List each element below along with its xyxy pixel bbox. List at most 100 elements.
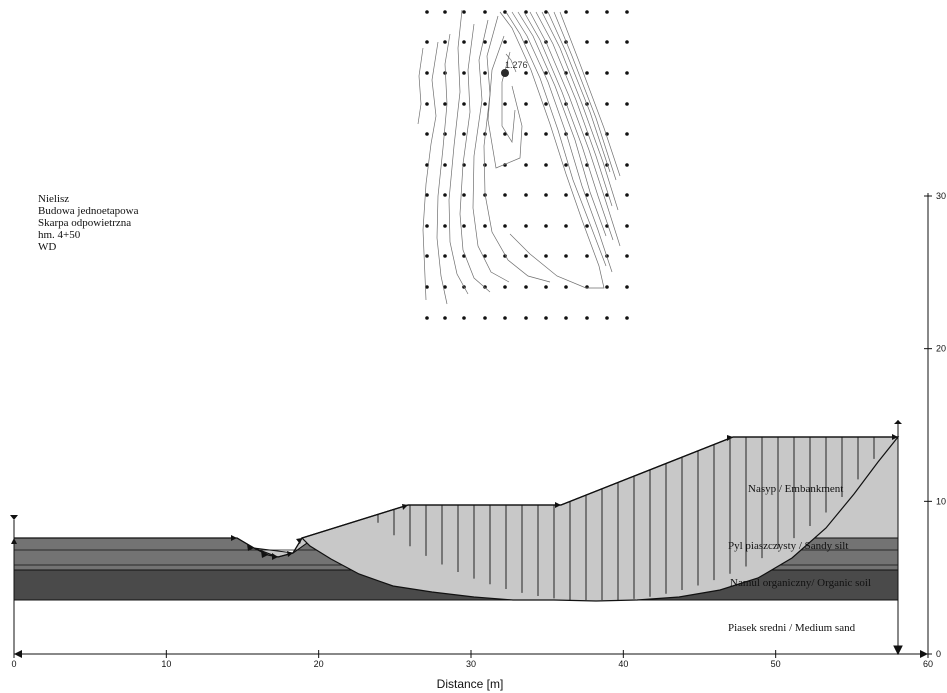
point-marker-icon: [892, 434, 898, 440]
grid-point: [625, 254, 629, 258]
grid-point: [605, 10, 609, 14]
grid-point: [503, 10, 507, 14]
grid-point: [544, 71, 548, 75]
grid-point: [425, 224, 429, 228]
grid-point: [605, 71, 609, 75]
grid-point: [564, 224, 568, 228]
grid-point: [503, 224, 507, 228]
y-tick-label: 0: [936, 649, 941, 659]
grid-point: [462, 40, 466, 44]
grid-point: [462, 132, 466, 136]
y-tick-label: 30: [936, 191, 946, 201]
grid-point: [605, 285, 609, 289]
grid-point: [443, 316, 447, 320]
grid-point: [443, 285, 447, 289]
x-tick-label: 60: [923, 659, 933, 669]
point-marker-icon: [555, 502, 561, 508]
grid-point: [462, 224, 466, 228]
point-marker-icon: [261, 551, 268, 558]
grid-point: [483, 10, 487, 14]
grid-point: [425, 132, 429, 136]
grid-point: [544, 163, 548, 167]
point-marker-icon: [287, 551, 293, 557]
grid-point: [443, 254, 447, 258]
x-tick-label: 0: [11, 659, 16, 669]
grid-point: [503, 285, 507, 289]
grid-point: [483, 163, 487, 167]
x-tick-label: 10: [161, 659, 171, 669]
grid-point: [503, 132, 507, 136]
critical-center-marker: [501, 69, 509, 77]
x-tick-label: 30: [466, 659, 476, 669]
grid-point: [625, 102, 629, 106]
grid-point: [443, 132, 447, 136]
grid-point: [503, 40, 507, 44]
grid-points: [425, 10, 629, 320]
axis-arrow-left-icon: [14, 650, 22, 658]
project-info-line: Budowa jednoetapowa: [38, 205, 139, 217]
grid-point: [503, 193, 507, 197]
grid-point: [524, 193, 528, 197]
slip-center-grid: 1.276: [417, 9, 629, 320]
grid-point: [625, 285, 629, 289]
point-marker-icon: [272, 553, 278, 560]
organic-soil-label: Namul organiczny/ Organic soil: [730, 577, 871, 589]
grid-point: [462, 10, 466, 14]
embankment-label: Nasyp / Embankment: [748, 483, 843, 495]
boundary-marker-icon: [10, 515, 18, 520]
grid-point: [564, 254, 568, 258]
y-tick-label: 20: [936, 344, 946, 354]
grid-point: [564, 163, 568, 167]
grid-point: [585, 224, 589, 228]
soil-layers: [13, 436, 900, 655]
grid-point: [443, 163, 447, 167]
grid-point: [425, 71, 429, 75]
grid-point: [443, 102, 447, 106]
grid-point: [462, 193, 466, 197]
grid-point: [564, 193, 568, 197]
grid-point: [605, 102, 609, 106]
grid-point: [524, 102, 528, 106]
y-tick-label: 10: [936, 496, 946, 506]
grid-point: [585, 254, 589, 258]
x-axis: 0 10 20 30 40 50 60 Distance [m]: [11, 650, 933, 691]
grid-point: [524, 254, 528, 258]
grid-point: [585, 71, 589, 75]
grid-point: [483, 224, 487, 228]
grid-point: [625, 71, 629, 75]
grid-point: [544, 193, 548, 197]
project-info-line: Nielisz: [38, 193, 70, 205]
factor-contours: [417, 9, 621, 305]
grid-point: [524, 316, 528, 320]
grid-point: [605, 316, 609, 320]
grid-point: [483, 254, 487, 258]
grid-point: [462, 71, 466, 75]
grid-point: [483, 132, 487, 136]
grid-point: [425, 193, 429, 197]
grid-point: [524, 71, 528, 75]
grid-point: [625, 40, 629, 44]
grid-point: [503, 102, 507, 106]
grid-point: [625, 132, 629, 136]
grid-point: [443, 224, 447, 228]
grid-point: [564, 285, 568, 289]
layer-labels: Nasyp / Embankment Pyl piaszczysty / San…: [728, 483, 871, 634]
grid-point: [425, 102, 429, 106]
grid-point: [524, 40, 528, 44]
grid-point: [564, 316, 568, 320]
grid-point: [585, 10, 589, 14]
project-info-line: WD: [38, 241, 57, 253]
project-info: Nielisz Budowa jednoetapowa Skarpa odpow…: [38, 193, 139, 253]
grid-point: [544, 316, 548, 320]
grid-point: [425, 254, 429, 258]
grid-point: [625, 224, 629, 228]
grid-point: [524, 10, 528, 14]
grid-point: [462, 102, 466, 106]
grid-point: [462, 316, 466, 320]
grid-point: [625, 316, 629, 320]
grid-point: [625, 163, 629, 167]
grid-point: [544, 254, 548, 258]
boundary-arrow-icon: [893, 645, 903, 656]
